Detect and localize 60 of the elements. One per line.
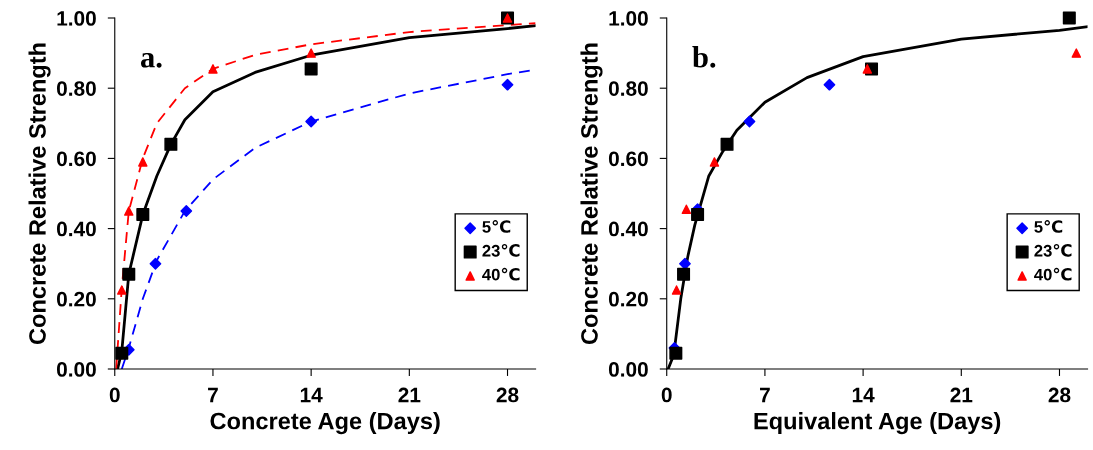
y-tick-label: 0.60 — [56, 151, 96, 167]
point — [305, 115, 318, 128]
point — [862, 64, 873, 74]
y-tick-label: 0.00 — [56, 362, 96, 377]
y-tick-label: 0.00 — [608, 362, 648, 377]
legend-label: 40℃ — [482, 267, 520, 281]
x-tick-label: 0 — [661, 387, 672, 403]
point — [180, 205, 193, 217]
legend-label: 5℃ — [1034, 220, 1063, 233]
y-tick-label: 1.00 — [609, 11, 648, 26]
x-tick-label: 28 — [496, 387, 519, 403]
point — [691, 208, 705, 222]
point — [677, 267, 691, 281]
x-tick-label: 21 — [950, 387, 973, 403]
y-tick-label: 1.00 — [57, 11, 96, 26]
y-tick-label: 0.20 — [56, 291, 96, 307]
point — [823, 78, 836, 91]
legend-label: 5℃ — [482, 220, 511, 233]
point — [115, 346, 129, 360]
point — [681, 204, 692, 215]
annotation: a. — [141, 52, 162, 68]
x-tick-label: 21 — [398, 387, 421, 403]
y-tick-label: 0.80 — [608, 81, 648, 96]
x-axis-title: Concrete Age (Days) — [210, 412, 440, 435]
point — [304, 62, 318, 76]
x-tick-label: 14 — [300, 387, 323, 403]
point — [208, 64, 218, 74]
y-tick-label: 0.60 — [608, 151, 648, 167]
legend-label: 40℃ — [1034, 267, 1072, 281]
point — [709, 157, 720, 167]
y-axis-title: Concrete Relative Strength — [580, 43, 603, 345]
x-tick-label: 7 — [208, 387, 218, 403]
x-tick-label: 14 — [852, 387, 875, 403]
point — [720, 137, 734, 151]
point — [117, 285, 127, 295]
y-tick-label: 0.40 — [56, 221, 96, 237]
legend-label: 23℃ — [482, 243, 520, 257]
y-tick-label: 0.80 — [56, 81, 96, 96]
x-tick-label: 28 — [1048, 387, 1071, 403]
x-tick-label: 7 — [760, 387, 770, 403]
point — [1071, 48, 1082, 58]
y-tick-label: 0.20 — [608, 291, 648, 307]
point — [138, 157, 148, 167]
legend-label: 23℃ — [1034, 243, 1072, 257]
x-tick-label: 0 — [109, 387, 120, 403]
point — [149, 257, 162, 270]
point — [136, 208, 150, 222]
point — [743, 115, 756, 128]
point — [122, 267, 136, 281]
x-axis-title: Equivalent Age (Days) — [754, 412, 1001, 435]
point — [501, 78, 514, 91]
point — [1062, 11, 1076, 25]
y-tick-label: 0.40 — [608, 221, 648, 237]
point — [124, 206, 134, 216]
point — [306, 48, 316, 58]
annotation: b. — [692, 46, 716, 68]
point — [164, 137, 178, 151]
y-axis-title: Concrete Relative Strength — [28, 43, 51, 345]
point — [669, 346, 683, 360]
point — [671, 285, 682, 295]
